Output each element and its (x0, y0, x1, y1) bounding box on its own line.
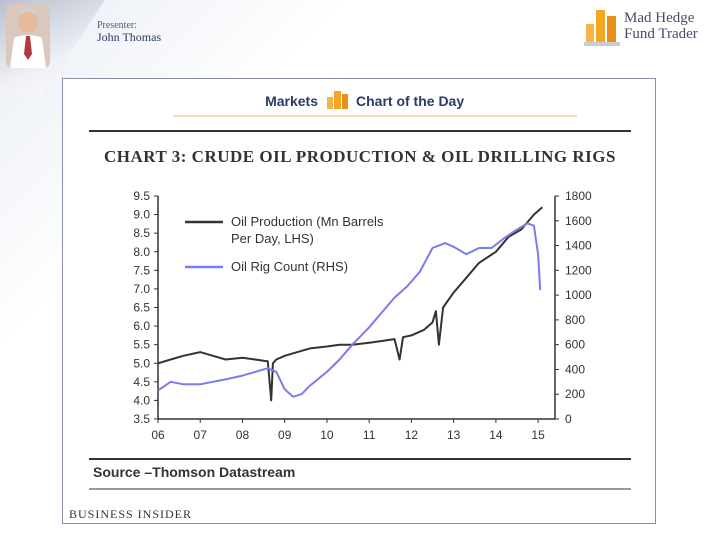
y-left-tick-label: 5.5 (133, 338, 150, 352)
y-left-tick-label: 4.5 (133, 375, 150, 389)
banner-markets: Markets (265, 93, 318, 109)
business-insider-credit: BUSINESS INSIDER (69, 507, 192, 521)
y-left-tick-label: 3.5 (133, 412, 150, 426)
y-left-tick-label: 9.5 (133, 189, 150, 203)
oil-rig-count-line (157, 222, 542, 398)
banner-chart-icon (327, 91, 348, 109)
chart-title: CHART 3: CRUDE OIL PRODUCTION & OIL DRIL… (104, 147, 616, 166)
x-tick-label: 09 (278, 428, 292, 442)
chart-panel: Markets Chart of the Day CHART 3: CRUDE OI… (62, 78, 656, 524)
banner-icon-bar (327, 97, 333, 109)
y-left-tick-label: 8.5 (133, 226, 150, 240)
y-left-tick-label: 4.0 (133, 393, 150, 407)
y-left-tick-label: 5.0 (133, 356, 150, 370)
y-right-tick-label: 1400 (565, 239, 592, 253)
y-right-tick-label: 1600 (565, 214, 592, 228)
source-text: Source –Thomson Datastream (93, 464, 295, 480)
x-tick-label: 13 (447, 428, 461, 442)
y-right-tick-label: 600 (565, 338, 585, 352)
y-left-tick-label: 6.5 (133, 301, 150, 315)
y-right-tick-label: 1200 (565, 263, 592, 277)
legend-label-production-2: Per Day, LHS) (231, 231, 314, 246)
brand-name: Mad Hedge Fund Trader (624, 10, 698, 42)
banner-icon-bar (334, 91, 341, 109)
x-tick-label: 14 (489, 428, 503, 442)
banner-chart-of-day: Chart of the Day (356, 93, 464, 109)
y-right-tick-label: 1000 (565, 288, 592, 302)
presenter-name: John Thomas (97, 30, 162, 44)
brand-name-line2: Fund Trader (624, 26, 698, 42)
y-left-tick-label: 6.0 (133, 319, 150, 333)
x-tick-label: 15 (531, 428, 545, 442)
x-tick-label: 12 (405, 428, 419, 442)
x-tick-label: 06 (151, 428, 165, 442)
brand-logo-icon (582, 2, 622, 48)
presenter-photo (6, 4, 50, 68)
legend-label-rigs: Oil Rig Count (RHS) (231, 259, 348, 274)
x-tick-label: 11 (363, 428, 376, 442)
presenter-label: Presenter: (97, 20, 137, 31)
brand-name-line1: Mad Hedge (624, 10, 695, 26)
y-left-tick-label: 7.5 (133, 263, 150, 277)
y-left-tick-label: 8.0 (133, 245, 150, 259)
oil-production-line (157, 206, 543, 402)
banner-icon-bar (342, 94, 348, 109)
chart-svg: Markets Chart of the Day CHART 3: CRUDE OI… (69, 91, 631, 521)
y-right-tick-label: 800 (565, 313, 585, 327)
y-right-tick-label: 1800 (565, 189, 592, 203)
y-left-tick-label: 7.0 (133, 282, 150, 296)
y-right-tick-label: 0 (565, 412, 572, 426)
x-tick-label: 07 (194, 428, 208, 442)
y-left-tick-label: 9.0 (133, 208, 150, 222)
x-tick-label: 08 (236, 428, 250, 442)
x-tick-label: 10 (320, 428, 334, 442)
y-right-tick-label: 400 (565, 362, 585, 376)
legend-label-production-1: Oil Production (Mn Barrels (231, 214, 384, 229)
y-right-tick-label: 200 (565, 387, 585, 401)
